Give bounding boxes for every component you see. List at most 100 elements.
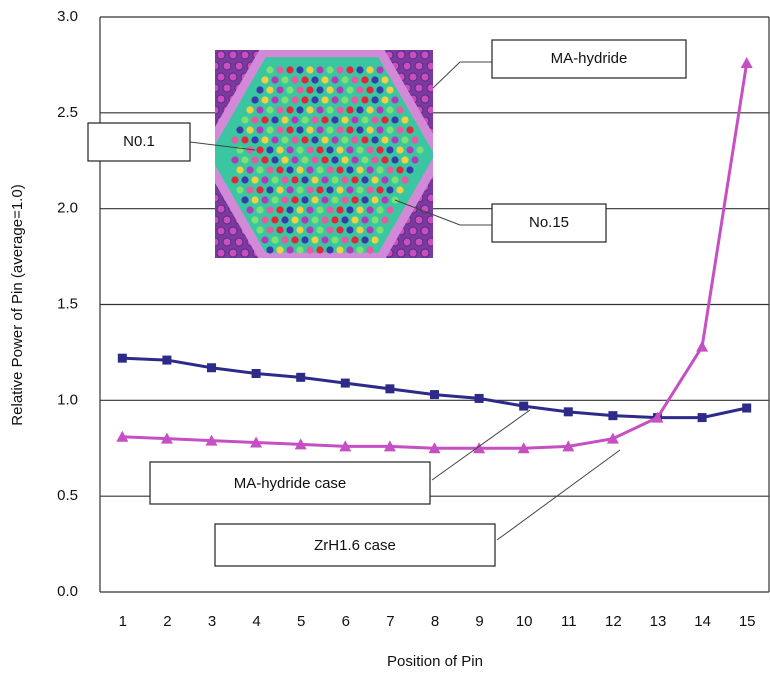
marker <box>340 378 350 388</box>
inset-pin <box>306 106 314 114</box>
inset-pin <box>326 66 334 74</box>
inset-pin <box>366 126 374 134</box>
inset-pin <box>276 106 284 114</box>
inset-pin <box>276 206 284 214</box>
inset-pin <box>366 146 374 154</box>
inset-pin <box>366 226 374 234</box>
x-tick-label: 8 <box>431 613 439 630</box>
inset-pin <box>351 196 359 204</box>
y-tick-label: 3.0 <box>57 8 78 25</box>
inset-image <box>215 50 433 258</box>
inset-pin <box>266 226 274 234</box>
inset-pin <box>271 236 279 244</box>
inset-pin <box>351 116 359 124</box>
inset-pin <box>286 146 294 154</box>
inset-pin <box>241 176 249 184</box>
inset-pin <box>311 196 319 204</box>
marker <box>697 413 707 423</box>
inset-pin <box>366 86 374 94</box>
inset-pin <box>251 116 259 124</box>
marker <box>339 440 352 452</box>
inset-pin <box>266 166 274 174</box>
inset-pin <box>321 76 329 84</box>
inset-dot <box>240 50 250 60</box>
inset-dot <box>216 50 226 60</box>
marker <box>651 411 664 423</box>
inset-pin <box>351 96 359 104</box>
inset-pin <box>301 236 309 244</box>
inset-pin <box>381 76 389 84</box>
inset-pin <box>306 186 314 194</box>
inset-pin <box>346 126 354 134</box>
inset-pin <box>276 146 284 154</box>
inset-dot <box>216 204 226 214</box>
inset-pin <box>341 96 349 104</box>
inset-pin <box>411 136 419 144</box>
x-tick-label: 13 <box>650 613 667 630</box>
inset-pin <box>251 156 259 164</box>
x-tick-label: 15 <box>739 613 756 630</box>
inset-pin <box>291 216 299 224</box>
inset-pin <box>301 176 309 184</box>
inset-pin <box>266 246 274 254</box>
inset-pin <box>346 66 354 74</box>
inset-dot <box>426 193 433 203</box>
inset-pin <box>241 156 249 164</box>
inset-pin <box>396 126 404 134</box>
marker <box>473 442 486 454</box>
inset-pin <box>371 156 379 164</box>
inset-pin <box>301 76 309 84</box>
inset-pin <box>286 126 294 134</box>
inset-dot <box>228 248 238 258</box>
inset-pin <box>326 126 334 134</box>
inset-pin <box>356 126 364 134</box>
inset-pin <box>246 146 254 154</box>
inset-dot <box>216 72 226 82</box>
inset-pin <box>261 156 269 164</box>
x-tick-label: 6 <box>342 613 350 630</box>
inset-dot <box>420 50 430 60</box>
inset-pin <box>246 126 254 134</box>
inset-pin <box>251 96 259 104</box>
inset-pin <box>281 136 289 144</box>
inset-pin <box>286 206 294 214</box>
inset-pin <box>351 216 359 224</box>
inset-pin <box>306 146 314 154</box>
inset-dot <box>215 215 220 225</box>
inset-pin <box>296 146 304 154</box>
inset-pin <box>346 186 354 194</box>
inset-pin <box>371 76 379 84</box>
legend-label: ZrH1.6 case <box>314 537 396 554</box>
inset-pin <box>266 126 274 134</box>
inset-pin <box>276 186 284 194</box>
inset-pin <box>391 96 399 104</box>
marker <box>296 372 306 382</box>
x-tick-label: 12 <box>605 613 622 630</box>
inset-pin <box>291 76 299 84</box>
inset-dot <box>222 215 232 225</box>
leader-line <box>432 61 461 89</box>
inset-dot <box>228 72 238 82</box>
inset-pin <box>291 116 299 124</box>
inset-pin <box>246 166 254 174</box>
leader-line <box>496 449 621 541</box>
inset-dot <box>402 61 412 71</box>
inset-pin <box>316 86 324 94</box>
inset-pin <box>321 216 329 224</box>
inset-pin <box>261 196 269 204</box>
inset-pin <box>271 156 279 164</box>
marker <box>160 432 173 444</box>
inset-dot <box>420 226 430 236</box>
inset-dot <box>402 237 412 247</box>
inset-pin <box>326 86 334 94</box>
inset-pin <box>241 196 249 204</box>
inset-pin <box>336 246 344 254</box>
inset-pin <box>311 156 319 164</box>
inset-pin <box>326 186 334 194</box>
marker <box>430 390 439 400</box>
inset-pin <box>331 236 339 244</box>
inset-pin <box>331 76 339 84</box>
y-tick-label: 0.5 <box>57 487 78 504</box>
marker <box>383 440 396 452</box>
inset-pin <box>301 116 309 124</box>
